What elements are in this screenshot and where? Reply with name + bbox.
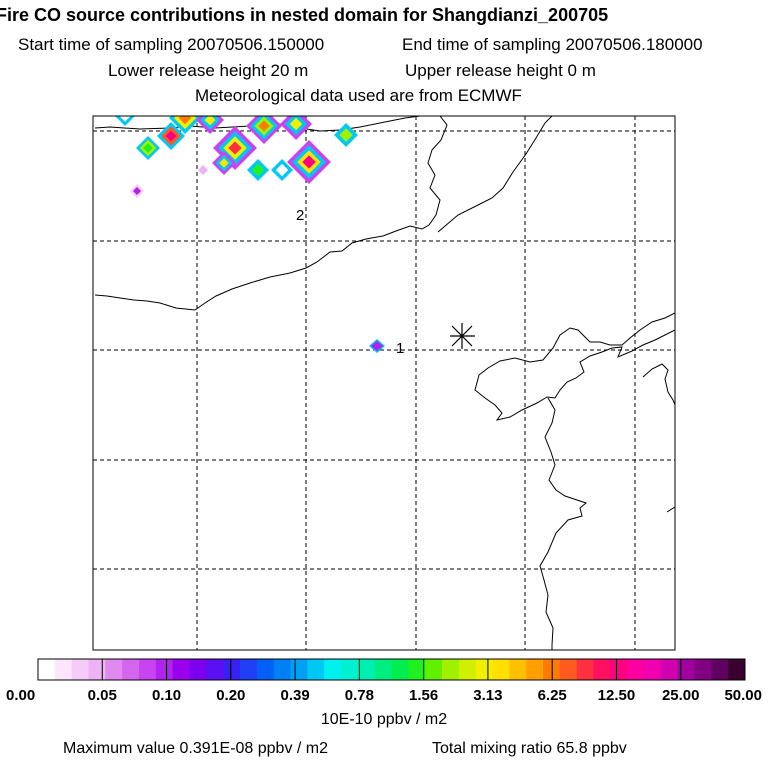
colorbar-tick-labels: 0.00 0.05 0.10 0.20 0.39 0.78 1.56 3.13 6.25 12.5… — [6, 687, 762, 704]
map-label-2: 2 — [296, 207, 304, 224]
colorbar-swatch — [627, 659, 645, 680]
colorbar-tick-label: 50.00 — [724, 687, 762, 704]
total-mixing-label: Total mixing ratio 65.8 ppbv — [432, 740, 627, 757]
colorbar-swatch — [576, 659, 594, 680]
colorbar-tick-label: 0.78 — [345, 687, 374, 704]
colorbar-tick-label: 3.13 — [473, 687, 502, 704]
plume-cell — [133, 187, 141, 195]
coastlines — [94, 116, 675, 650]
colorbar-swatch — [38, 659, 56, 680]
colorbar-swatch — [610, 659, 628, 680]
colorbar — [37, 658, 746, 681]
plume-cell — [258, 120, 270, 132]
colorbar-swatch — [408, 659, 426, 680]
gridlines — [93, 116, 675, 650]
colorbar-swatch — [728, 659, 746, 680]
chart-title: Fire CO source contributions in nested d… — [0, 5, 609, 25]
start-time-label: Start time of sampling 20070506.150000 — [18, 35, 325, 54]
map-label-1: 1 — [396, 340, 404, 357]
colorbar-swatch — [391, 659, 409, 680]
plume-cell — [275, 163, 289, 177]
colorbar-swatch — [341, 659, 359, 680]
colorbar-swatch — [223, 659, 241, 680]
colorbar-swatch — [425, 659, 443, 680]
source-diamond — [369, 339, 385, 353]
colorbar-swatch — [324, 659, 342, 680]
plume-cell — [204, 116, 216, 126]
plume-cell — [302, 155, 316, 169]
colorbar-swatch — [240, 659, 258, 680]
colorbar-swatch — [509, 659, 527, 680]
colorbar-swatch — [694, 659, 712, 680]
colorbar-swatch — [256, 659, 275, 680]
colorbar-swatch — [644, 659, 662, 680]
colorbar-swatch — [54, 659, 73, 680]
colorbar-swatch — [475, 659, 493, 680]
colorbar-swatch — [357, 659, 376, 680]
plume-cell — [119, 116, 131, 122]
colorbar-tick-label: 12.50 — [598, 687, 636, 704]
colorbar-swatch — [71, 659, 89, 680]
colorbar-swatch — [711, 659, 729, 680]
colorbar-swatch — [307, 659, 325, 680]
plume-cell — [198, 165, 208, 175]
colorbar-swatch — [290, 659, 308, 680]
lower-release-label: Lower release height 20 m — [108, 61, 309, 80]
colorbar-swatch — [543, 659, 561, 680]
plume-cell — [178, 116, 192, 125]
plume-cell — [339, 128, 353, 142]
colorbar-swatch — [374, 659, 392, 680]
colorbar-tick-label: 0.39 — [280, 687, 309, 704]
colorbar-tick-label: 0.05 — [88, 687, 117, 704]
station-asterisk — [450, 323, 475, 349]
colorbar-tick-label: 6.25 — [538, 687, 567, 704]
colorbar-tick-label: 25.00 — [662, 687, 700, 704]
colorbar-tick-label: 0.20 — [216, 687, 245, 704]
plume-layer — [115, 116, 358, 198]
colorbar-swatch — [559, 659, 578, 680]
map-frame — [92, 115, 676, 651]
plume-cell — [219, 158, 229, 168]
colorbar-swatch — [442, 659, 460, 680]
plume-cell — [165, 130, 177, 142]
colorbar-swatch — [122, 659, 140, 680]
upper-release-label: Upper release height 0 m — [405, 61, 596, 80]
end-time-label: End time of sampling 20070506.180000 — [402, 35, 703, 54]
colorbar-tick-label: 0.00 — [6, 687, 35, 704]
colorbar-swatch — [172, 659, 190, 680]
colorbar-swatch — [492, 659, 510, 680]
plume-cell — [143, 143, 153, 153]
max-value-label: Maximum value 0.391E-08 ppbv / m2 — [63, 740, 329, 757]
met-data-label: Meteorological data used are from ECMWF — [195, 86, 522, 105]
plume-cell — [289, 117, 303, 131]
colorbar-swatch — [458, 659, 477, 680]
colorbar-tick-label: 0.10 — [152, 687, 181, 704]
colorbar-swatch — [155, 659, 174, 680]
colorbar-unit: 10E-10 ppbv / m2 — [321, 711, 447, 728]
colorbar-swatch — [189, 659, 207, 680]
colorbar-swatch — [206, 659, 224, 680]
colorbar-swatch — [105, 659, 123, 680]
colorbar-swatch — [88, 659, 106, 680]
colorbar-swatch — [593, 659, 611, 680]
plume-cell — [251, 163, 265, 177]
colorbar-swatch — [139, 659, 157, 680]
plume-cell — [228, 141, 242, 155]
colorbar-swatch — [677, 659, 695, 680]
colorbar-swatch — [660, 659, 679, 680]
colorbar-swatch — [526, 659, 544, 680]
colorbar-tick-label: 1.56 — [409, 687, 438, 704]
colorbar-swatch — [273, 659, 291, 680]
